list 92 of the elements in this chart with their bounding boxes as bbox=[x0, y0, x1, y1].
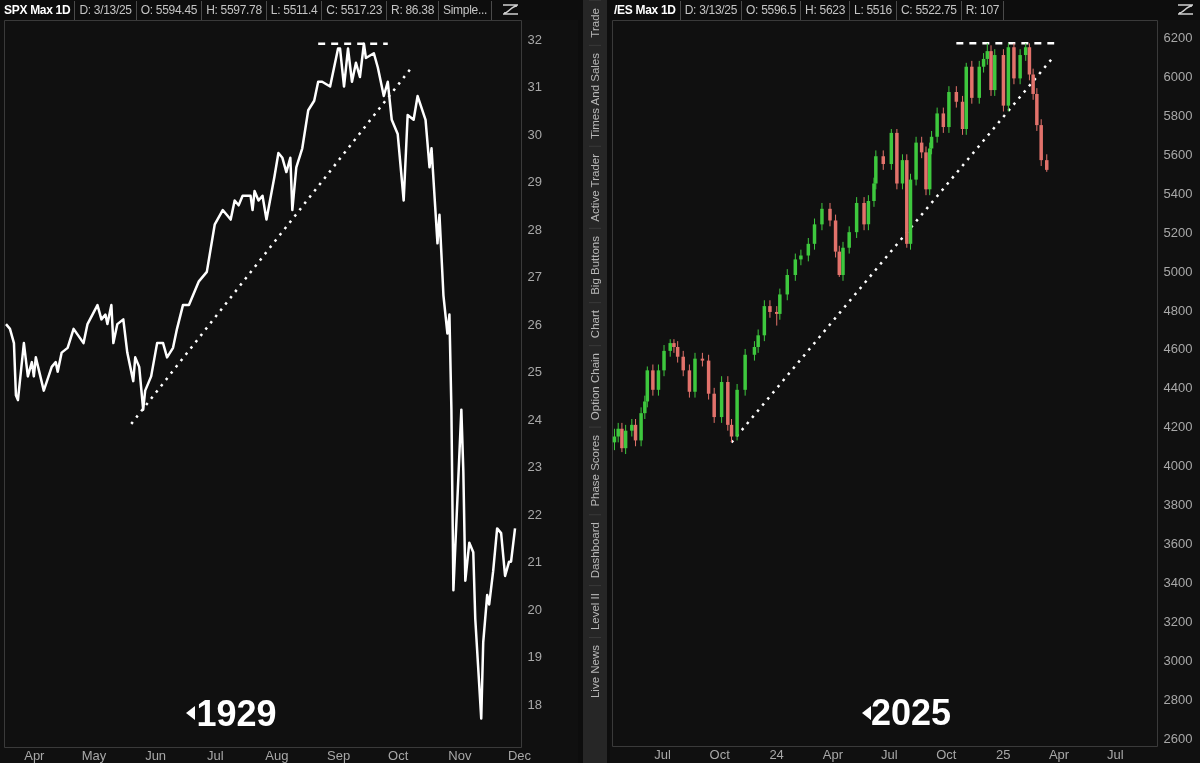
y-tick-label: 28 bbox=[527, 221, 542, 237]
x-tick-label: 24 bbox=[769, 746, 784, 762]
y-tick-label: 3200 bbox=[1163, 613, 1193, 629]
y-tick-label: 6200 bbox=[1163, 30, 1193, 46]
x-tick-label: Sep bbox=[326, 747, 351, 763]
annotation: 1929 bbox=[196, 693, 277, 734]
x-tick-label: Apr bbox=[24, 747, 46, 763]
candlestick bbox=[820, 202, 824, 231]
y-tick-label: 19 bbox=[527, 649, 542, 665]
y-tick-label: 29 bbox=[527, 174, 542, 190]
x-tick-label: Oct bbox=[936, 746, 957, 762]
candlestick bbox=[828, 202, 832, 227]
y-tick-label: 2800 bbox=[1163, 691, 1193, 707]
x-tick-label: Nov bbox=[448, 747, 472, 763]
text: Dashboard bbox=[589, 513, 601, 586]
x-tick-label: Jul bbox=[206, 747, 224, 763]
y-tick-label: 3800 bbox=[1163, 497, 1193, 513]
text: C: 5522.75 bbox=[896, 0, 962, 20]
y-tick-label: 6000 bbox=[1163, 68, 1193, 84]
x-tick-label: Apr bbox=[1048, 746, 1070, 762]
y-tick-label: 2600 bbox=[1163, 730, 1193, 746]
text: Level II bbox=[589, 585, 601, 638]
text: D: 3/13/25 bbox=[680, 0, 743, 20]
text: Simple... bbox=[439, 0, 492, 20]
text: Trade bbox=[589, 0, 601, 45]
text: L: 5511.4 bbox=[266, 0, 323, 20]
y-tick-label: 5200 bbox=[1163, 224, 1193, 240]
y-tick-label: 4200 bbox=[1163, 419, 1193, 435]
candlestick bbox=[1018, 48, 1022, 85]
text: Active Trader bbox=[589, 145, 601, 229]
y-tick-label: 3400 bbox=[1163, 575, 1193, 590]
candlestick bbox=[768, 299, 772, 319]
x-tick-label: Jun bbox=[145, 747, 167, 763]
y-tick-label: 23 bbox=[527, 459, 542, 475]
x-tick-label: Dec bbox=[507, 747, 532, 763]
y-tick-label: 25 bbox=[527, 364, 542, 380]
y-tick-label: 31 bbox=[527, 79, 542, 95]
text: Phase Scores bbox=[589, 427, 601, 514]
x-tick-label: Jul bbox=[1107, 746, 1124, 762]
y-tick-label: 4600 bbox=[1163, 341, 1193, 357]
candlestick bbox=[712, 387, 716, 424]
candlestick bbox=[681, 350, 685, 377]
y-tick-label: 4800 bbox=[1163, 302, 1193, 318]
text: O: 5596.5 bbox=[742, 0, 802, 20]
text: C: 5517.23 bbox=[322, 0, 388, 20]
y-tick-label: 18 bbox=[527, 696, 542, 712]
chart-title: /ES Max 1D bbox=[610, 0, 681, 20]
x-tick-label: Jul bbox=[654, 746, 672, 762]
y-tick-label: 5600 bbox=[1163, 146, 1193, 162]
text: L: 5516 bbox=[850, 0, 897, 20]
x-tick-label: Oct bbox=[709, 746, 731, 762]
candlestick bbox=[847, 225, 851, 255]
text: R: 107 bbox=[961, 0, 1005, 20]
annotation: 2025 bbox=[870, 692, 952, 733]
x-tick-label: Aug bbox=[265, 747, 289, 763]
y-tick-label: 30 bbox=[527, 126, 542, 142]
x-tick-label: May bbox=[81, 747, 107, 763]
y-tick-label: 5000 bbox=[1163, 263, 1193, 279]
text: H: 5597.78 bbox=[202, 0, 267, 20]
y-tick-label: 32 bbox=[527, 31, 542, 47]
text: Chart bbox=[589, 302, 601, 346]
y-tick-label: 5800 bbox=[1163, 107, 1193, 123]
y-tick-label: 3600 bbox=[1163, 536, 1193, 552]
text: Option Chain bbox=[589, 345, 601, 428]
text: H: 5623 bbox=[801, 0, 851, 20]
candlestick bbox=[662, 344, 666, 377]
x-tick-label: Jul bbox=[881, 746, 898, 762]
text: O: 5594.45 bbox=[136, 0, 203, 20]
x-tick-label: Apr bbox=[822, 746, 844, 762]
y-tick-label: 24 bbox=[527, 411, 542, 427]
text: R: 86.38 bbox=[387, 0, 440, 20]
chart-title: SPX Max 1D bbox=[0, 0, 76, 20]
candlestick bbox=[620, 422, 624, 453]
x-tick-label: Oct bbox=[388, 747, 409, 763]
text: D: 3/13/25 bbox=[75, 0, 137, 20]
candlestick bbox=[935, 107, 939, 144]
text: Times And Sales bbox=[589, 44, 601, 146]
y-tick-label: 3000 bbox=[1163, 652, 1193, 668]
text: Big Buttons bbox=[589, 228, 601, 303]
y-tick-label: 5400 bbox=[1163, 185, 1193, 201]
y-tick-label: 21 bbox=[527, 554, 542, 570]
candlestick bbox=[778, 288, 782, 321]
y-tick-label: 4000 bbox=[1163, 458, 1193, 474]
y-tick-label: 20 bbox=[527, 601, 542, 617]
candlestick bbox=[862, 196, 866, 231]
x-tick-label: 25 bbox=[996, 746, 1011, 762]
y-tick-label: 22 bbox=[527, 506, 542, 522]
text: Live News bbox=[589, 637, 601, 706]
y-tick-label: 4400 bbox=[1163, 380, 1193, 396]
y-tick-label: 27 bbox=[527, 269, 542, 285]
y-tick-label: 26 bbox=[527, 316, 542, 332]
candlestick bbox=[651, 364, 655, 397]
